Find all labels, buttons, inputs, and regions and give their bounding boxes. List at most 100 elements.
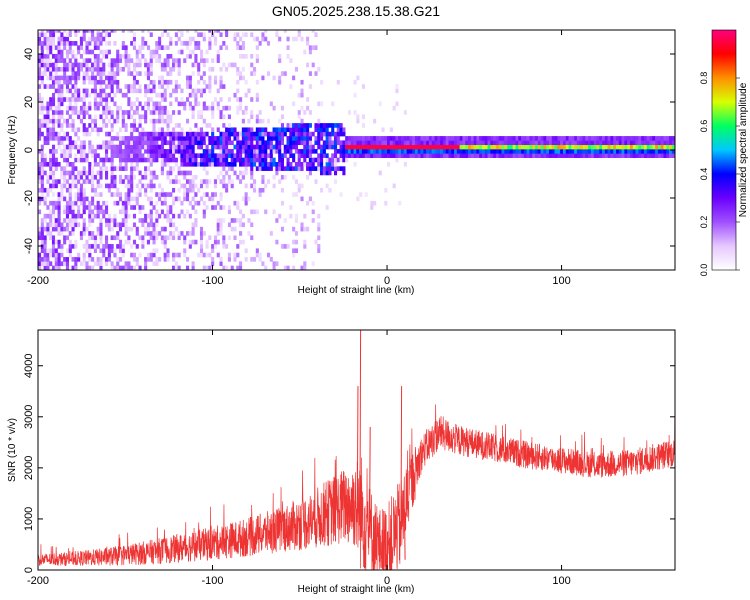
heatmap-cell [160, 45, 164, 50]
heatmap-cell [624, 136, 628, 141]
heatmap-cell [141, 222, 145, 228]
colorbar-tick-label: 0.8 [699, 72, 709, 85]
heatmap-cell [375, 153, 379, 158]
heatmap-cell [77, 88, 81, 94]
heatmap-cell [82, 75, 86, 81]
heatmap-cell [241, 170, 245, 176]
heatmap-cell [185, 265, 190, 270]
heatmap-cell [138, 192, 142, 197]
heatmap-cell [49, 153, 53, 158]
heatmap-cell [247, 153, 251, 158]
heatmap-cell [155, 92, 159, 98]
heatmap-cell [454, 153, 458, 158]
heatmap-cell [239, 261, 243, 266]
heatmap-cell [160, 136, 164, 141]
heatmap-cell [325, 153, 329, 158]
heatmap-cell [205, 183, 209, 189]
heatmap-cell [155, 153, 159, 158]
heatmap-cell [65, 153, 70, 158]
heatmap-cell [239, 75, 243, 81]
heatmap-cell [118, 226, 123, 232]
heatmap-cell [132, 36, 137, 42]
heatmap-cell [191, 231, 195, 236]
heatmap-cell [646, 153, 650, 158]
heatmap-cell [655, 153, 659, 158]
heatmap-cell [197, 127, 201, 133]
heatmap-cell [166, 62, 170, 68]
heatmap-cell [465, 136, 469, 141]
heatmap-cell [437, 144, 441, 150]
heatmap-cell [317, 123, 321, 128]
heatmap-cell [177, 110, 181, 115]
heatmap-cell [49, 118, 53, 124]
heatmap-cell [227, 131, 231, 137]
heatmap-cell [158, 75, 162, 81]
heatmap-cell [554, 149, 558, 154]
heatmap-cell [616, 140, 620, 146]
heatmap-cell [91, 32, 95, 38]
heatmap-cell [266, 166, 271, 171]
heatmap-cell [166, 153, 170, 158]
heatmap-cell [406, 136, 410, 141]
heatmap-cell [155, 49, 159, 55]
heatmap-cell [71, 170, 75, 176]
heatmap-cell [74, 97, 78, 102]
heatmap-cell [205, 105, 209, 111]
heatmap-cell [292, 166, 296, 171]
heatmap-cell [202, 58, 206, 63]
heatmap-cell [317, 248, 321, 254]
heatmap-cell [616, 153, 620, 158]
heatmap-cell [646, 149, 650, 154]
heatmap-cell [582, 136, 586, 141]
heatmap-cell [105, 166, 109, 171]
heatmap-cell [71, 179, 75, 184]
heatmap-cell [91, 218, 95, 223]
heatmap-cell [118, 162, 123, 167]
heatmap-cell [79, 41, 83, 46]
heatmap-cell [219, 110, 223, 115]
heatmap-cell [65, 118, 70, 124]
heatmap-cell [208, 157, 212, 163]
heatmap-cell [172, 140, 176, 146]
heatmap-cell [102, 118, 106, 124]
heatmap-cell [180, 183, 184, 189]
heatmap-cell [239, 218, 243, 223]
heatmap-cell [60, 187, 64, 193]
heatmap-cell [38, 97, 42, 102]
heatmap-cell [216, 144, 220, 150]
heatmap-cell [180, 131, 184, 137]
heatmap-cell [300, 196, 304, 202]
heatmap-cell [308, 144, 312, 150]
heatmap-cell [202, 252, 206, 258]
heatmap-cell [420, 153, 424, 158]
heatmap-cell [158, 79, 162, 85]
heatmap-cell [105, 131, 109, 137]
heatmap-cell [498, 153, 502, 158]
heatmap-cell [116, 200, 120, 206]
heatmap-cell [233, 200, 237, 206]
heatmap-cell [121, 149, 125, 154]
heatmap-cell [124, 209, 128, 215]
heatmap-cell [54, 218, 58, 223]
heatmap-cell [127, 136, 131, 141]
heatmap-cell [188, 140, 192, 146]
heatmap-cell [107, 92, 111, 98]
spectrogram-x-tick-label: 0 [384, 275, 390, 287]
heatmap-cell [333, 136, 338, 141]
heatmap-cell [93, 79, 97, 85]
heatmap-cell [300, 166, 304, 171]
heatmap-cell [113, 153, 117, 158]
spectrogram-x-label: Height of straight line (km) [298, 285, 415, 296]
heatmap-cell [434, 136, 438, 141]
heatmap-cell [183, 183, 187, 189]
heatmap-cell [121, 66, 125, 72]
heatmap-cell [152, 110, 156, 115]
heatmap-cell [414, 149, 419, 154]
heatmap-cell [532, 144, 536, 150]
heatmap-cell [306, 140, 310, 146]
heatmap-cell [40, 110, 44, 115]
heatmap-cell [280, 153, 285, 158]
heatmap-cell [105, 153, 109, 158]
heatmap-cell [638, 140, 642, 146]
